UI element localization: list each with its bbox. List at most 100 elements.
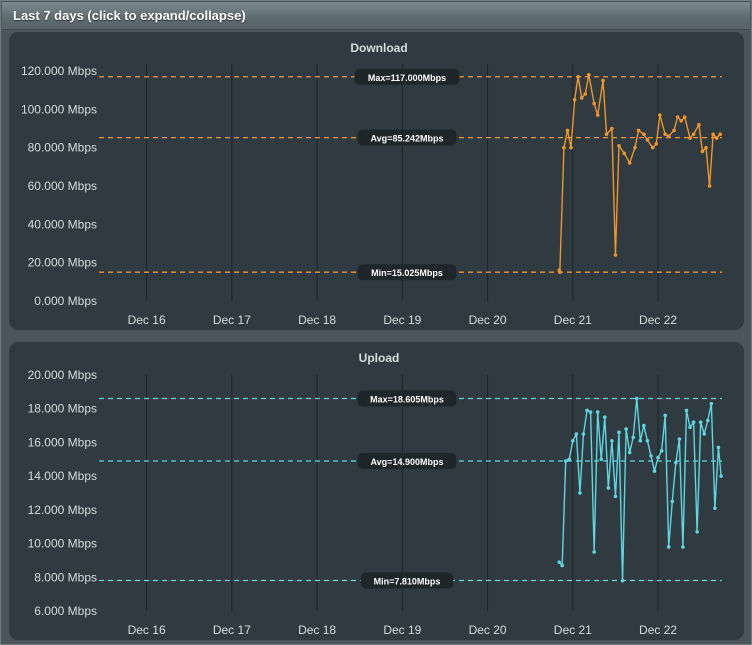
download-data-point: [622, 151, 627, 156]
upload-data-point: [663, 413, 667, 418]
download-data-point: [595, 113, 600, 117]
upload-data-point: [659, 449, 664, 453]
download-data-point: [604, 132, 609, 137]
download-data-point: [675, 115, 680, 119]
download-chart: Download 0.000 Mbps 20.000 Mbps 40.000 Mbps…: [21, 41, 723, 327]
upload-y-tick-label: 12.000 Mbps: [28, 503, 97, 517]
download-chart-panel: Download 0.000 Mbps 20.000 Mbps 40.000 Mbps…: [9, 32, 744, 330]
upload-data-point: [588, 410, 593, 414]
download-ref-label-text: Max=117.000Mbps: [368, 73, 446, 83]
upload-data-point: [695, 529, 699, 534]
download-data-point: [583, 92, 588, 96]
download-data-point: [711, 132, 715, 137]
download-data-point: [587, 73, 591, 77]
download-data-point: [613, 253, 618, 257]
download-ref-label: Avg=85.242Mbps: [357, 129, 457, 146]
collapse-header[interactable]: Last 7 days (click to expand/collapse): [2, 2, 750, 30]
download-data-point: [592, 101, 596, 106]
download-x-tick-label: Dec 17: [213, 313, 251, 327]
upload-data-point: [631, 435, 636, 440]
upload-ref-label-bg: [357, 390, 457, 407]
upload-y-tick-label: 8.000 Mbps: [34, 570, 97, 584]
upload-data-point: [705, 418, 710, 423]
upload-data-point: [620, 578, 625, 583]
download-data-point: [714, 136, 719, 140]
upload-ref-label: Avg=14.900Mbps: [357, 452, 457, 469]
upload-data-point: [638, 438, 643, 443]
download-x-tick-label: Dec 22: [639, 313, 677, 327]
download-x-tick-label: Dec 20: [469, 313, 507, 327]
download-data-point: [569, 145, 573, 150]
upload-x-tick-label: Dec 20: [469, 623, 507, 637]
download-data-point: [704, 145, 708, 150]
download-ref-label: Min=15.025Mbps: [357, 264, 457, 281]
download-data-point: [718, 132, 723, 137]
download-data-point: [579, 96, 584, 100]
upload-data-point: [684, 408, 689, 413]
download-chart-title: Download: [350, 41, 407, 55]
upload-y-tick-label: 20.000 Mbps: [28, 368, 97, 382]
download-data-point: [672, 128, 676, 133]
download-data-point: [691, 132, 696, 137]
upload-data-point: [581, 432, 586, 436]
upload-data-point: [627, 450, 632, 455]
download-data-point: [562, 145, 566, 150]
upload-chart-title: Upload: [359, 351, 400, 365]
upload-data-point: [634, 396, 639, 401]
upload-data-point: [709, 401, 714, 406]
download-x-tick-label: Dec 16: [128, 313, 166, 327]
upload-data-point: [613, 494, 618, 499]
download-data-point: [697, 122, 701, 127]
download-y-tick-label: 100.000 Mbps: [21, 102, 97, 116]
download-data-point: [658, 113, 662, 117]
download-y-tick-label: 0.000 Mbps: [34, 294, 97, 308]
download-y-tick-label: 60.000 Mbps: [28, 179, 97, 193]
upload-data-point: [681, 545, 685, 549]
download-data-point: [700, 149, 705, 154]
download-data-point: [636, 128, 641, 133]
download-data-point: [610, 126, 614, 131]
upload-x-tick-label: Dec 18: [298, 623, 336, 637]
upload-data-point: [571, 438, 575, 443]
download-data-point: [642, 132, 646, 137]
upload-data-point: [642, 423, 646, 428]
upload-chart: Upload 6.000 Mbps 8.000 Mbps 10.000 Mbps 12.…: [28, 351, 723, 637]
download-series-line: [558, 74, 721, 273]
download-data-point: [654, 142, 659, 146]
header-title[interactable]: Last 7 days (click to expand/collapse): [13, 8, 246, 23]
download-y-tick-label: 40.000 Mbps: [28, 217, 97, 231]
upload-data-point: [716, 445, 721, 450]
download-data-point: [650, 145, 655, 150]
download-data-point: [679, 119, 683, 123]
upload-x-tick-label: Dec 19: [383, 623, 421, 637]
upload-data-point: [578, 491, 582, 495]
download-x-tick-label: Dec 21: [554, 313, 592, 327]
upload-x-tick-label: Dec 17: [213, 623, 251, 637]
upload-y-tick-label: 16.000 Mbps: [28, 435, 97, 449]
upload-ref-label-text: Avg=14.900Mbps: [371, 457, 444, 467]
download-data-point: [682, 115, 687, 119]
upload-data-point: [698, 420, 703, 424]
upload-ref-label-text: Max=18.605Mbps: [370, 395, 444, 405]
upload-y-tick-label: 6.000 Mbps: [34, 604, 97, 618]
upload-x-tick-label: Dec 22: [639, 623, 677, 637]
download-ref-label-text: Min=15.025Mbps: [371, 268, 443, 278]
upload-data-point: [652, 469, 657, 473]
download-data-point: [576, 74, 580, 79]
upload-data-point: [656, 455, 660, 460]
download-ref-label-text: Avg=85.242Mbps: [371, 134, 444, 144]
upload-data-point: [702, 432, 707, 436]
download-data-point: [558, 270, 562, 275]
upload-ref-label: Min=7.810Mbps: [360, 572, 454, 589]
download-data-point: [617, 143, 621, 148]
upload-data-point: [595, 410, 600, 414]
upload-data-point: [719, 474, 723, 478]
upload-data-point: [557, 560, 562, 564]
upload-data-point: [688, 425, 692, 430]
upload-data-point: [567, 457, 572, 462]
upload-data-point: [617, 430, 621, 435]
download-data-point: [601, 78, 605, 83]
upload-data-point: [563, 459, 568, 463]
upload-data-point: [677, 437, 682, 441]
